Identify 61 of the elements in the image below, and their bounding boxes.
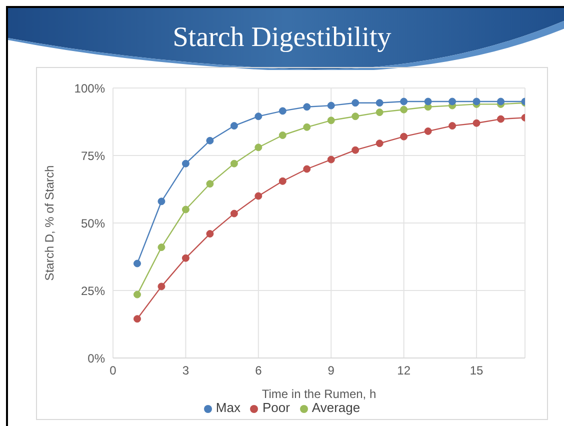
point	[400, 106, 408, 114]
point	[376, 99, 384, 107]
point	[303, 165, 311, 173]
y-tick-label: 0%	[88, 351, 106, 366]
point	[133, 315, 141, 323]
point	[497, 115, 505, 123]
x-tick-label: 12	[397, 364, 411, 378]
point	[448, 98, 456, 106]
point	[206, 180, 214, 188]
point	[352, 99, 360, 107]
point	[230, 122, 238, 130]
legend-label: Max	[216, 400, 240, 415]
point	[206, 136, 214, 144]
y-tick-label: 100%	[74, 81, 106, 96]
point	[254, 192, 262, 200]
y-tick-label: 25%	[80, 284, 106, 298]
y-axis-title: Starch D, % of Starch	[42, 165, 56, 281]
point	[182, 206, 190, 214]
x-tick-label: 3	[182, 364, 190, 378]
x-tick-label: 15	[470, 364, 484, 378]
y-tick-label: 75%	[80, 148, 106, 163]
point	[206, 230, 214, 238]
point	[230, 210, 238, 218]
point	[254, 112, 262, 120]
point	[497, 98, 505, 106]
chart-title: Starch Digestibility	[172, 22, 392, 54]
point	[448, 122, 456, 130]
x-tick-label: 6	[255, 364, 262, 378]
point	[303, 103, 311, 111]
point	[327, 156, 335, 164]
point	[400, 132, 408, 140]
legend-label: Average	[312, 400, 360, 415]
legend-label: Poor	[262, 400, 290, 415]
x-tick-label: 9	[328, 364, 335, 378]
point	[376, 140, 384, 148]
point	[254, 144, 262, 152]
point	[303, 123, 311, 131]
point	[424, 98, 432, 106]
point	[158, 198, 166, 206]
point	[352, 146, 360, 154]
point	[278, 177, 286, 185]
point	[327, 102, 335, 110]
point	[133, 260, 141, 268]
point	[182, 160, 190, 168]
point	[278, 107, 286, 115]
point	[472, 119, 480, 127]
point	[182, 254, 190, 262]
point	[158, 282, 166, 290]
point	[472, 98, 480, 106]
point	[278, 132, 286, 139]
x-axis-title: Time in the Rumen, h	[262, 387, 376, 401]
y-tick-label: 50%	[80, 216, 106, 230]
point	[230, 160, 238, 168]
point	[352, 112, 360, 120]
x-tick-label: 0	[110, 364, 117, 378]
point	[327, 116, 335, 124]
point	[400, 98, 408, 106]
point	[133, 290, 141, 298]
point	[158, 244, 166, 252]
point	[376, 108, 384, 116]
point	[424, 127, 432, 135]
